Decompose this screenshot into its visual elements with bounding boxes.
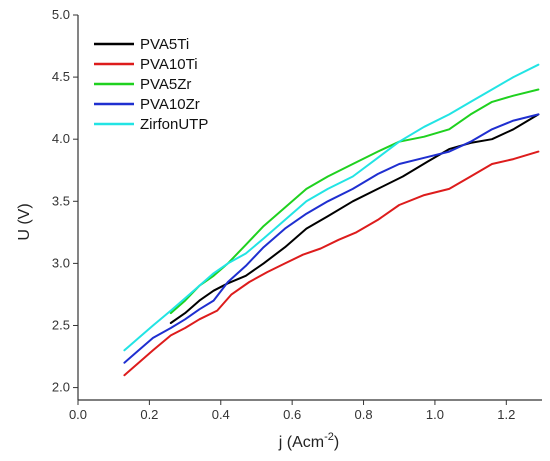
x-tick-label: 0.6 [283, 407, 301, 422]
y-tick-label: 2.0 [52, 380, 70, 395]
series-line-pva5ti [169, 113, 540, 324]
x-tick-label: 1.2 [497, 407, 515, 422]
y-tick-label: 4.5 [52, 69, 70, 84]
series-layer [123, 63, 540, 377]
x-axis-title-close: ) [334, 434, 339, 451]
x-tick-label: 0.2 [140, 407, 158, 422]
legend: PVA5Ti PVA10Ti PVA5Zr PVA10Zr ZirfonUTP [94, 36, 208, 133]
y-tick-label: 4.0 [52, 131, 70, 146]
y-tick-label: 5.0 [52, 7, 70, 22]
x-axis-ticks: 0.0 0.2 0.4 0.6 0.8 1.0 1.2 [69, 400, 515, 422]
series-line-pva10zr [123, 113, 540, 364]
y-tick-label: 3.5 [52, 193, 70, 208]
x-axis-title-exponent: -2 [324, 431, 334, 443]
x-tick-label: 0.8 [354, 407, 372, 422]
y-axis-title: U (V) [16, 203, 33, 240]
x-tick-label: 0.0 [69, 407, 87, 422]
x-axis-title-main: j (Acm [278, 434, 324, 451]
legend-label-zirfonutp: ZirfonUTP [140, 116, 208, 133]
legend-label-pva10zr: PVA10Zr [140, 96, 200, 113]
y-tick-label: 2.5 [52, 317, 70, 332]
x-axis-title: j (Acm-2) [278, 431, 339, 451]
legend-label-pva5ti: PVA5Ti [140, 36, 189, 53]
series-line-zirfonutp [123, 63, 540, 352]
series-line-pva10ti [123, 150, 540, 377]
legend-label-pva5zr: PVA5Zr [140, 76, 191, 93]
legend-label-pva10ti: PVA10Ti [140, 56, 198, 73]
series-line-pva5zr [169, 88, 540, 315]
x-tick-label: 1.0 [426, 407, 444, 422]
y-axis-ticks: 2.0 2.5 3.0 3.5 4.0 4.5 5.0 [52, 7, 78, 395]
y-tick-label: 3.0 [52, 255, 70, 270]
x-tick-label: 0.4 [212, 407, 230, 422]
